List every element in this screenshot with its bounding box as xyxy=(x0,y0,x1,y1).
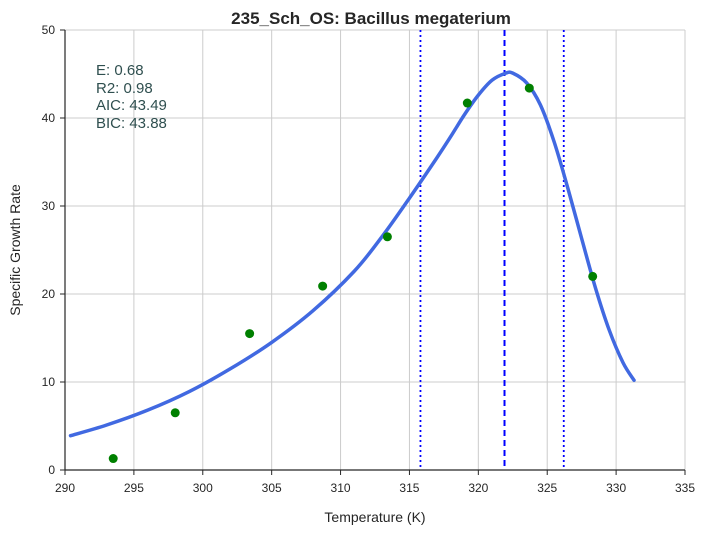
x-tick-label: 310 xyxy=(331,481,351,495)
data-point xyxy=(382,232,392,242)
data-point xyxy=(108,454,118,464)
data-point xyxy=(170,408,180,418)
tick-labels: 290 295 300 305 310 315 320 325 330 335 0 10 20 30 40 5… xyxy=(42,23,696,495)
stat-aic: AIC: 43.49 xyxy=(96,97,167,114)
data-point xyxy=(245,329,255,339)
x-tick-label: 295 xyxy=(124,481,144,495)
stat-r2: R2: 0.98 xyxy=(96,80,153,97)
y-tick-label: 20 xyxy=(42,287,56,301)
chart-title: 235_Sch_OS: Bacillus megaterium xyxy=(231,9,511,28)
y-axis-label: Specific Growth Rate xyxy=(7,184,23,316)
x-tick-label: 290 xyxy=(55,481,75,495)
data-point xyxy=(588,271,598,281)
data-point xyxy=(524,83,534,93)
x-tick-label: 300 xyxy=(193,481,213,495)
y-tick-label: 10 xyxy=(42,375,56,389)
data-points xyxy=(108,83,598,464)
data-point xyxy=(462,98,472,108)
x-tick-label: 335 xyxy=(675,481,695,495)
x-tick-label: 330 xyxy=(606,481,626,495)
x-axis-label: Temperature (K) xyxy=(324,509,425,525)
x-tick-label: 305 xyxy=(262,481,282,495)
data-point xyxy=(318,281,328,291)
y-tick-label: 0 xyxy=(48,463,55,477)
stat-e: E: 0.68 xyxy=(96,62,144,79)
x-tick-label: 320 xyxy=(468,481,488,495)
grid xyxy=(65,29,686,470)
axes xyxy=(64,30,685,471)
fit-statistics: E: 0.68 R2: 0.98 AIC: 43.49 BIC: 43.88 xyxy=(96,62,167,132)
stat-bic: BIC: 43.88 xyxy=(96,115,167,132)
x-tick-label: 325 xyxy=(537,481,557,495)
y-tick-label: 30 xyxy=(42,199,56,213)
marker-lines xyxy=(419,30,565,470)
y-tick-label: 40 xyxy=(42,111,56,125)
x-tick-label: 315 xyxy=(399,481,419,495)
y-tick-label: 50 xyxy=(42,23,56,37)
